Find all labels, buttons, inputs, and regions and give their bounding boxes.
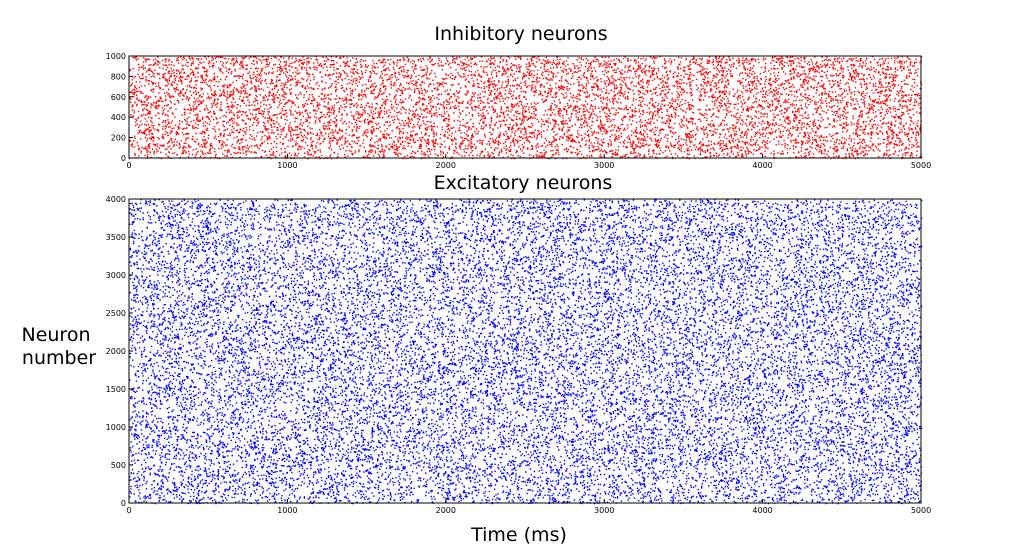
- spike-series-1-0: [129, 199, 923, 505]
- x-tick-label-1-2: 2000: [436, 506, 456, 515]
- y-tick-label-1-2: 1000: [106, 423, 126, 432]
- inhibitory-x-ticks: 0 1000 2000 3000 4000 5000: [126, 154, 931, 170]
- excitatory-y-ticks: 0 500 1000 1500 2000 2500 3000 3500 4000: [106, 195, 133, 508]
- y-tick-label-1-8: 4000: [106, 195, 126, 204]
- y-tick-label-0-4: 800: [111, 72, 126, 81]
- x-tick-label-0-5: 5000: [911, 161, 931, 170]
- x-tick-label-1-5: 5000: [911, 506, 931, 515]
- inhibitory-title: Inhibitory neurons: [434, 23, 607, 45]
- inhibitory-y-ticks: 0 200 400 600 800 1000: [106, 52, 133, 163]
- x-tick-label-0-3: 3000: [594, 161, 614, 170]
- x-tick-label-1-4: 4000: [752, 506, 772, 515]
- excitatory-title: Excitatory neurons: [434, 172, 613, 194]
- y-tick-label-1-7: 3500: [106, 233, 126, 242]
- y-tick-label-1-3: 1500: [106, 385, 126, 394]
- y-tick-label-1-5: 2500: [106, 309, 126, 318]
- x-axis-label: Time (ms): [470, 524, 567, 546]
- excitatory-panel: 0 1000 2000 3000 4000 5000 0 500 1000 1500 2000 25…: [106, 195, 932, 515]
- y-tick-label-0-5: 1000: [106, 52, 126, 61]
- excitatory-spike-points: [129, 199, 923, 505]
- inhibitory-spike-points: [129, 56, 923, 160]
- y-axis-label-line1: Neuron: [21, 324, 90, 346]
- x-tick-label-0-1: 1000: [277, 161, 297, 170]
- x-tick-label-0-4: 4000: [752, 161, 772, 170]
- x-tick-label-1-0: 0: [126, 506, 131, 515]
- y-tick-label-1-6: 3000: [106, 271, 126, 280]
- inhibitory-plot-frame: [128, 55, 922, 159]
- inhibitory-panel: 0 1000 2000 3000 4000 5000 0 200 400 600 800 1000: [106, 52, 932, 170]
- excitatory-x-ticks: 0 1000 2000 3000 4000 5000: [126, 499, 931, 515]
- y-tick-label-0-3: 600: [111, 93, 126, 102]
- x-tick-label-0-2: 2000: [436, 161, 456, 170]
- x-tick-label-1-3: 3000: [594, 506, 614, 515]
- y-tick-label-0-0: 0: [121, 154, 126, 163]
- x-tick-label-1-1: 1000: [277, 506, 297, 515]
- y-tick-label-0-2: 400: [111, 113, 126, 122]
- y-tick-label-1-1: 500: [111, 461, 126, 470]
- y-axis-label-line2: number: [22, 347, 96, 369]
- spike-series-0-0: [129, 56, 923, 160]
- y-tick-label-1-4: 2000: [106, 347, 126, 356]
- y-tick-label-1-0: 0: [121, 499, 126, 508]
- y-tick-label-0-1: 200: [111, 134, 126, 143]
- x-tick-label-0-0: 0: [126, 161, 131, 170]
